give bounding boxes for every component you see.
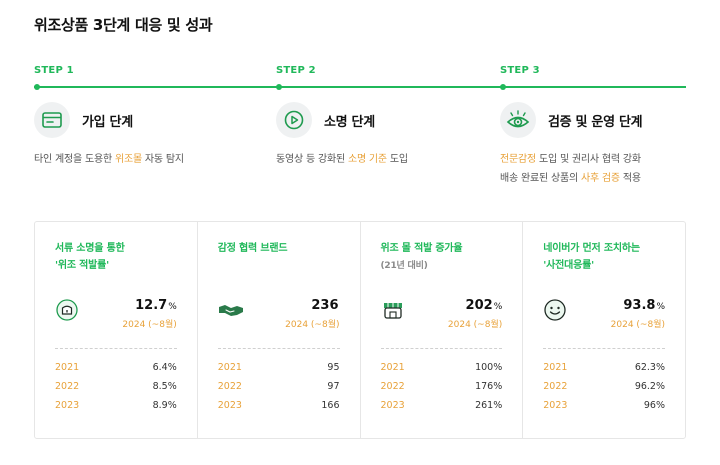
card-title: 감정 협력 브랜드 bbox=[217, 243, 288, 254]
card-partner-brands: 감정 협력 브랜드 236 2024 (~8월) 2021 95 2022 97 2… bbox=[198, 222, 361, 438]
timeline-dot bbox=[500, 84, 506, 90]
table-row: 2022 8.5% bbox=[55, 381, 177, 392]
step-label-1: STEP 1 bbox=[34, 65, 74, 76]
step-description: 전문감정 도입 및 권리사 협력 강화 배송 완료된 상품의 사후 검증 적용 bbox=[500, 154, 641, 184]
store-icon bbox=[381, 298, 405, 322]
eye-icon bbox=[500, 102, 536, 138]
step-title: 가입 단계 bbox=[82, 114, 133, 130]
timeline-dot bbox=[276, 84, 282, 90]
card-title: 서류 소명을 통한 '위조 적발률' bbox=[55, 243, 125, 271]
step-title: 소명 단계 bbox=[324, 114, 375, 130]
step-timeline bbox=[34, 84, 686, 90]
card-preemptive-response: 네이버가 먼저 조치하는 '사전대응률' 93.8% 2024 (~8월) 202… bbox=[523, 222, 685, 438]
step-label-2: STEP 2 bbox=[276, 65, 316, 76]
table-row: 2021 100% bbox=[380, 362, 503, 373]
smile-icon bbox=[543, 298, 567, 322]
metric-value: 202 bbox=[465, 298, 493, 313]
page-title: 위조상품 3단계 대응 및 성과 bbox=[34, 16, 213, 34]
lock-icon bbox=[55, 298, 79, 322]
step-3: 검증 및 운영 단계 전문감정 도입 및 권리사 협력 강화 배송 완료된 상품… bbox=[500, 102, 720, 188]
handshake-icon bbox=[218, 298, 243, 322]
metric-period: 2024 (~8월) bbox=[122, 320, 177, 330]
metric-unit: % bbox=[656, 302, 665, 312]
card-subtitle: (21년 대비) bbox=[380, 261, 428, 271]
table-row: 2022 97 bbox=[217, 381, 340, 392]
table-row: 2021 62.3% bbox=[543, 362, 665, 373]
metric-value: 236 bbox=[311, 298, 339, 313]
table-row: 2023 261% bbox=[380, 400, 503, 411]
step-1: 가입 단계 타인 계정을 도용한 위조몰 자동 탐지 bbox=[34, 102, 254, 169]
table-row: 2022 176% bbox=[380, 381, 503, 392]
table-row: 2021 6.4% bbox=[55, 362, 177, 373]
divider bbox=[543, 348, 665, 349]
card-counterfeit-mall-increase: 위조 몰 적발 증가율 (21년 대비) 202% 2024 (~8월) 2021… bbox=[361, 222, 524, 438]
metric-value: 12.7 bbox=[135, 298, 168, 313]
metric-unit: % bbox=[168, 302, 177, 312]
metric-period: 2024 (~8월) bbox=[610, 320, 665, 330]
table-row: 2021 95 bbox=[217, 362, 340, 373]
metric-period: 2024 (~8월) bbox=[285, 320, 340, 330]
table-row: 2023 8.9% bbox=[55, 400, 177, 411]
table-row: 2022 96.2% bbox=[543, 381, 665, 392]
step-label-3: STEP 3 bbox=[500, 65, 540, 76]
timeline-dot bbox=[34, 84, 40, 90]
step-description: 타인 계정을 도용한 위조몰 자동 탐지 bbox=[34, 154, 184, 165]
metric-value: 93.8 bbox=[623, 298, 656, 313]
metric-period: 2024 (~8월) bbox=[447, 320, 503, 330]
step-2: 소명 단계 동영상 등 강화된 소명 기준 도입 bbox=[276, 102, 496, 169]
step-description: 동영상 등 강화된 소명 기준 도입 bbox=[276, 154, 408, 165]
card-title: 네이버가 먼저 조치하는 '사전대응률' bbox=[543, 243, 640, 271]
play-circle-icon bbox=[276, 102, 312, 138]
metric-unit: % bbox=[493, 302, 503, 312]
divider bbox=[55, 348, 177, 349]
table-row: 2023 96% bbox=[543, 400, 665, 411]
table-row: 2023 166 bbox=[217, 400, 340, 411]
step-title: 검증 및 운영 단계 bbox=[548, 114, 643, 130]
card-title: 위조 몰 적발 증가율 (21년 대비) bbox=[381, 240, 503, 275]
divider bbox=[380, 348, 503, 349]
performance-cards: 서류 소명을 통한 '위조 적발률' 12.7% 2024 (~8월) 2021 6… bbox=[34, 221, 686, 439]
divider bbox=[217, 348, 340, 349]
browser-window-icon bbox=[34, 102, 70, 138]
card-counterfeit-detection: 서류 소명을 통한 '위조 적발률' 12.7% 2024 (~8월) 2021 6… bbox=[35, 222, 198, 438]
